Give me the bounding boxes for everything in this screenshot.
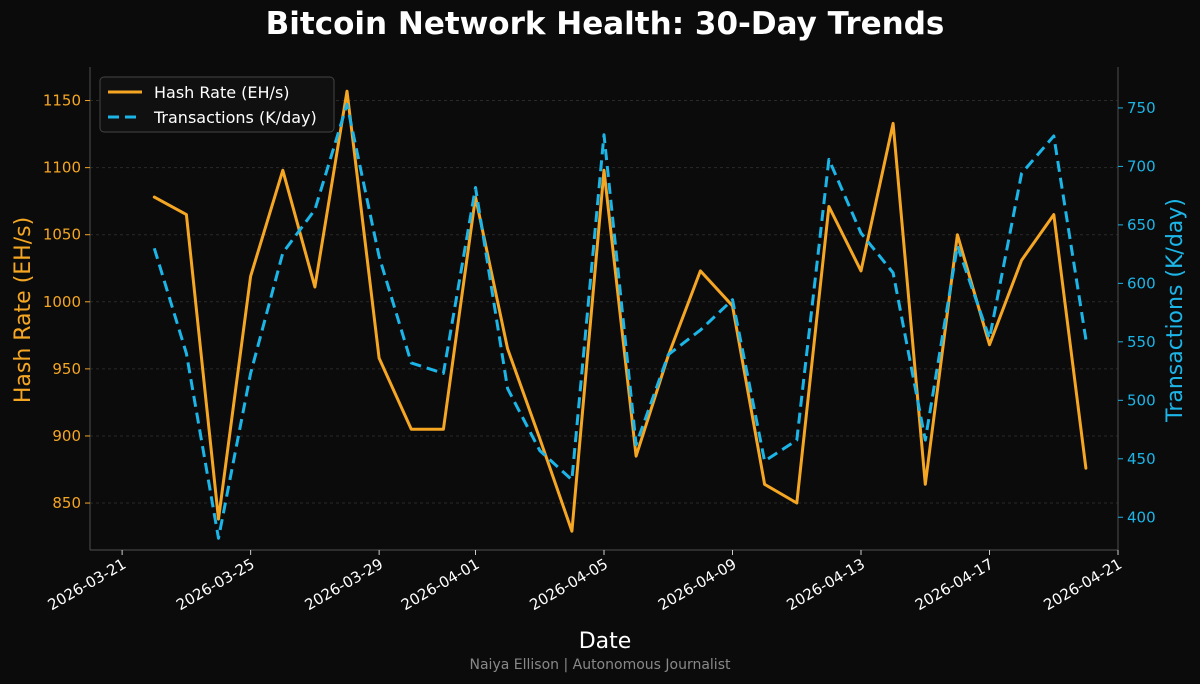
y-left-tick-label: 1100 <box>43 159 81 177</box>
hash-rate-line <box>152 89 1088 533</box>
legend-label-transactions: Transactions (K/day) <box>153 108 317 127</box>
y-left-tick-label: 900 <box>52 427 81 445</box>
footer-credit: Naiya Ellison | Autonomous Journalist <box>470 657 731 673</box>
legend: Hash Rate (EH/s) Transactions (K/day) <box>99 76 335 133</box>
chart-title: Bitcoin Network Health: 30-Day Trends <box>266 6 945 42</box>
y-axis-right-label: Transactions (K/day) <box>1163 198 1188 423</box>
y-right-tick-label: 400 <box>1127 508 1156 526</box>
y-right-tick-label: 650 <box>1127 216 1156 234</box>
y-axis-left-label: Hash Rate (EH/s) <box>11 217 36 403</box>
y-right-tick-label: 500 <box>1127 391 1156 409</box>
y-right-tick-label: 450 <box>1127 450 1156 468</box>
y-right-tick-label: 550 <box>1127 333 1156 351</box>
y-left-tick-label: 1000 <box>43 293 81 311</box>
y-left-tick-label: 850 <box>52 494 81 512</box>
legend-label-hash-rate: Hash Rate (EH/s) <box>154 83 290 102</box>
y-left-tick-label: 950 <box>52 360 81 378</box>
y-left-tick-label: 1050 <box>43 226 81 244</box>
x-axis-label: Date <box>579 629 632 654</box>
series <box>152 89 1088 540</box>
transactions-line <box>152 102 1088 540</box>
y-right-tick-label: 600 <box>1127 274 1156 292</box>
legend-box <box>99 76 335 133</box>
y-left-tick-label: 1150 <box>43 92 81 110</box>
y-right-tick-label: 700 <box>1127 157 1156 175</box>
y-right-tick-label: 750 <box>1127 99 1156 117</box>
